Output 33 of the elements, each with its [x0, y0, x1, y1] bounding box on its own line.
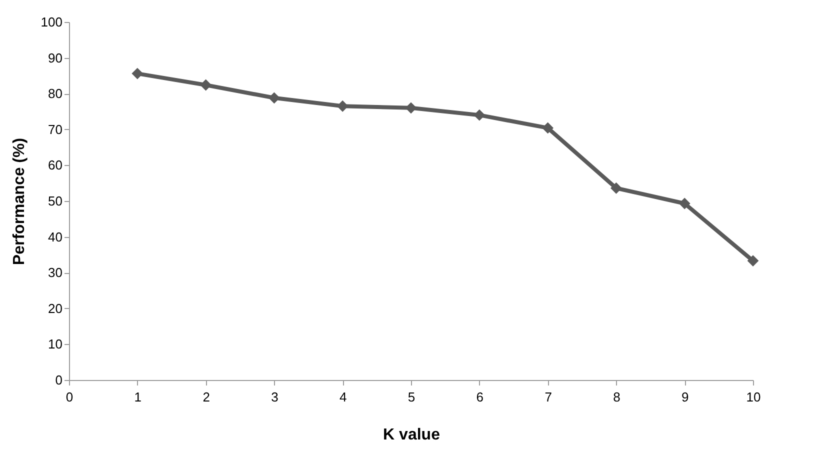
x-tick-label: 0	[66, 390, 74, 404]
point	[336, 100, 348, 112]
y-tick-label: 100	[40, 14, 62, 30]
y-tick-label: 60	[48, 158, 62, 173]
x-tick-label: 9	[681, 390, 689, 404]
y-tick-label: 80	[48, 86, 62, 102]
x-tick-label: 4	[339, 390, 347, 404]
y-tick-label: 70	[48, 122, 62, 137]
x-tick-label: 3	[271, 390, 278, 404]
x-tick-label: 10	[746, 390, 761, 404]
point	[268, 92, 280, 104]
x-tick-label: 2	[202, 390, 210, 404]
x-tick-label: 1	[134, 390, 142, 404]
point	[678, 198, 690, 210]
x-tick-label: 7	[544, 390, 552, 404]
y-tick-label: 40	[48, 229, 62, 244]
y-tick-label: 90	[48, 50, 62, 66]
point	[747, 255, 759, 266]
y-tick-label: 20	[48, 300, 62, 316]
point	[200, 79, 212, 91]
point	[474, 109, 486, 121]
y-tick-label: 50	[48, 194, 62, 208]
x-axis-title: K value	[383, 426, 440, 444]
x-tick-label: 8	[613, 390, 620, 404]
x-tick-label: 5	[408, 390, 416, 404]
y-tick-label: 0	[55, 372, 62, 388]
point	[542, 122, 554, 134]
point	[610, 182, 622, 194]
point	[132, 68, 144, 80]
y-tick-label: 10	[48, 336, 62, 352]
y-tick-label: 30	[48, 265, 62, 280]
y-axis-title: Performance (%)	[10, 138, 28, 266]
x-tick-label: 6	[476, 390, 484, 404]
